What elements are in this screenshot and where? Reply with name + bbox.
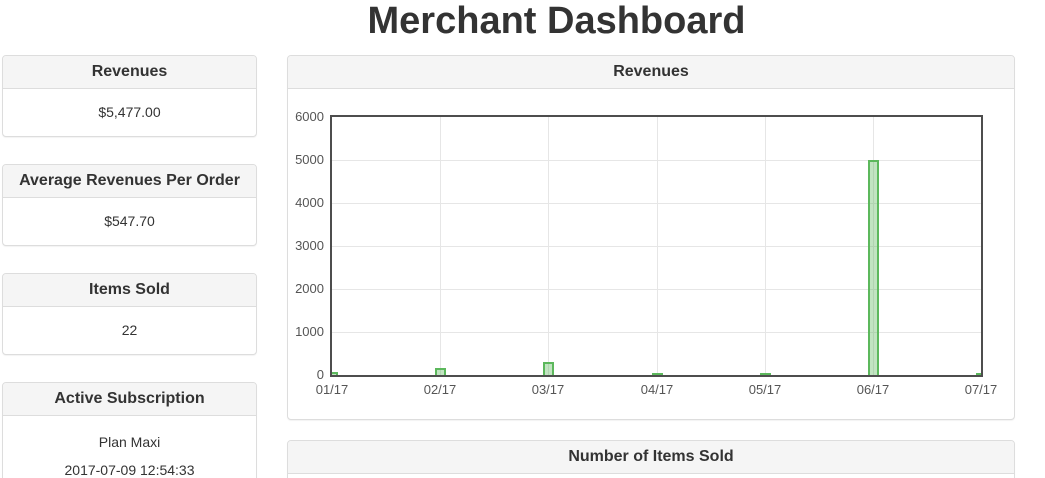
x-axis-tick-label: 01/17: [315, 382, 349, 397]
revenue-bar-03-17[interactable]: [543, 362, 554, 375]
y-axis-tick-label: 2000: [295, 281, 324, 296]
x-axis-tick-label: 03/17: [531, 382, 565, 397]
x-axis-tick-label: 07/17: [964, 382, 998, 397]
revenue-bar-06-17[interactable]: [868, 160, 879, 375]
panel-items-sold-summary: Items Sold 22: [2, 273, 257, 355]
panel-active-subscription-body: Plan Maxi 2017-07-09 12:54:33: [3, 416, 256, 478]
subscription-date: 2017-07-09 12:54:33: [64, 462, 195, 478]
panel-revenues-summary-value: $5,477.00: [98, 104, 161, 120]
revenue-bar-02-17[interactable]: [435, 368, 446, 375]
x-axis-tick-label: 04/17: [640, 382, 674, 397]
revenue-bar-04-17[interactable]: [652, 373, 663, 375]
panel-active-subscription: Active Subscription Plan Maxi 2017-07-09…: [2, 382, 257, 478]
panel-average-revenues-title: Average Revenues Per Order: [3, 165, 256, 198]
gridline-vertical: [873, 117, 874, 375]
y-axis-tick-label: 6000: [295, 109, 324, 124]
gridline-horizontal: [332, 289, 981, 290]
panel-items-sold-chart-title: Number of Items Sold: [288, 441, 1014, 474]
x-axis-tick-label: 05/17: [748, 382, 782, 397]
subscription-plan-name: Plan Maxi: [98, 434, 161, 450]
panel-revenues-summary: Revenues $5,477.00: [2, 55, 257, 137]
panel-average-revenues-value: $547.70: [104, 213, 155, 229]
y-axis-tick-label: 4000: [295, 195, 324, 210]
y-axis-tick-label: 0: [316, 367, 324, 382]
gridline-vertical: [548, 117, 549, 375]
gridline-vertical: [765, 117, 766, 375]
x-axis-tick-label: 06/17: [856, 382, 890, 397]
y-axis-tick-label: 5000: [295, 152, 324, 167]
x-axis-tick-label: 02/17: [423, 382, 457, 397]
items-sold-chart: [288, 474, 1014, 478]
main-content: Revenues 0 1000 2000 3000 4000 5000 6000 01/17…: [287, 55, 1015, 478]
panel-items-sold-summary-value: 22: [121, 322, 138, 338]
page-title: Merchant Dashboard: [367, 0, 746, 42]
gridline-horizontal: [332, 332, 981, 333]
gridline-horizontal: [332, 160, 981, 161]
panel-average-revenues: Average Revenues Per Order $547.70: [2, 164, 257, 246]
y-axis-tick-label: 3000: [295, 238, 324, 253]
revenue-bar-07-17[interactable]: [976, 373, 981, 375]
gridline-horizontal: [332, 246, 981, 247]
gridline-vertical: [657, 117, 658, 375]
y-axis-tick-label: 1000: [295, 324, 324, 339]
panel-active-subscription-title: Active Subscription: [3, 383, 256, 416]
panel-items-sold-chart: Number of Items Sold: [287, 440, 1015, 478]
revenue-bar-01-17[interactable]: [332, 372, 338, 375]
revenues-plot-area: [330, 115, 983, 377]
revenue-bar-05-17[interactable]: [760, 373, 771, 375]
revenues-plot-inner: [332, 117, 981, 375]
layout: Revenues $5,477.00 Average Revenues Per …: [0, 55, 1045, 478]
gridline-vertical: [440, 117, 441, 375]
panel-items-sold-summary-title: Items Sold: [3, 274, 256, 307]
panel-revenues-chart: Revenues 0 1000 2000 3000 4000 5000 6000 01/17…: [287, 55, 1015, 420]
revenues-chart: 0 1000 2000 3000 4000 5000 6000 01/17 02/17 03/1…: [288, 89, 1014, 419]
panel-revenues-chart-title: Revenues: [288, 56, 1014, 89]
gridline-horizontal: [332, 203, 981, 204]
sidebar: Revenues $5,477.00 Average Revenues Per …: [2, 55, 257, 478]
panel-revenues-summary-title: Revenues: [3, 56, 256, 89]
